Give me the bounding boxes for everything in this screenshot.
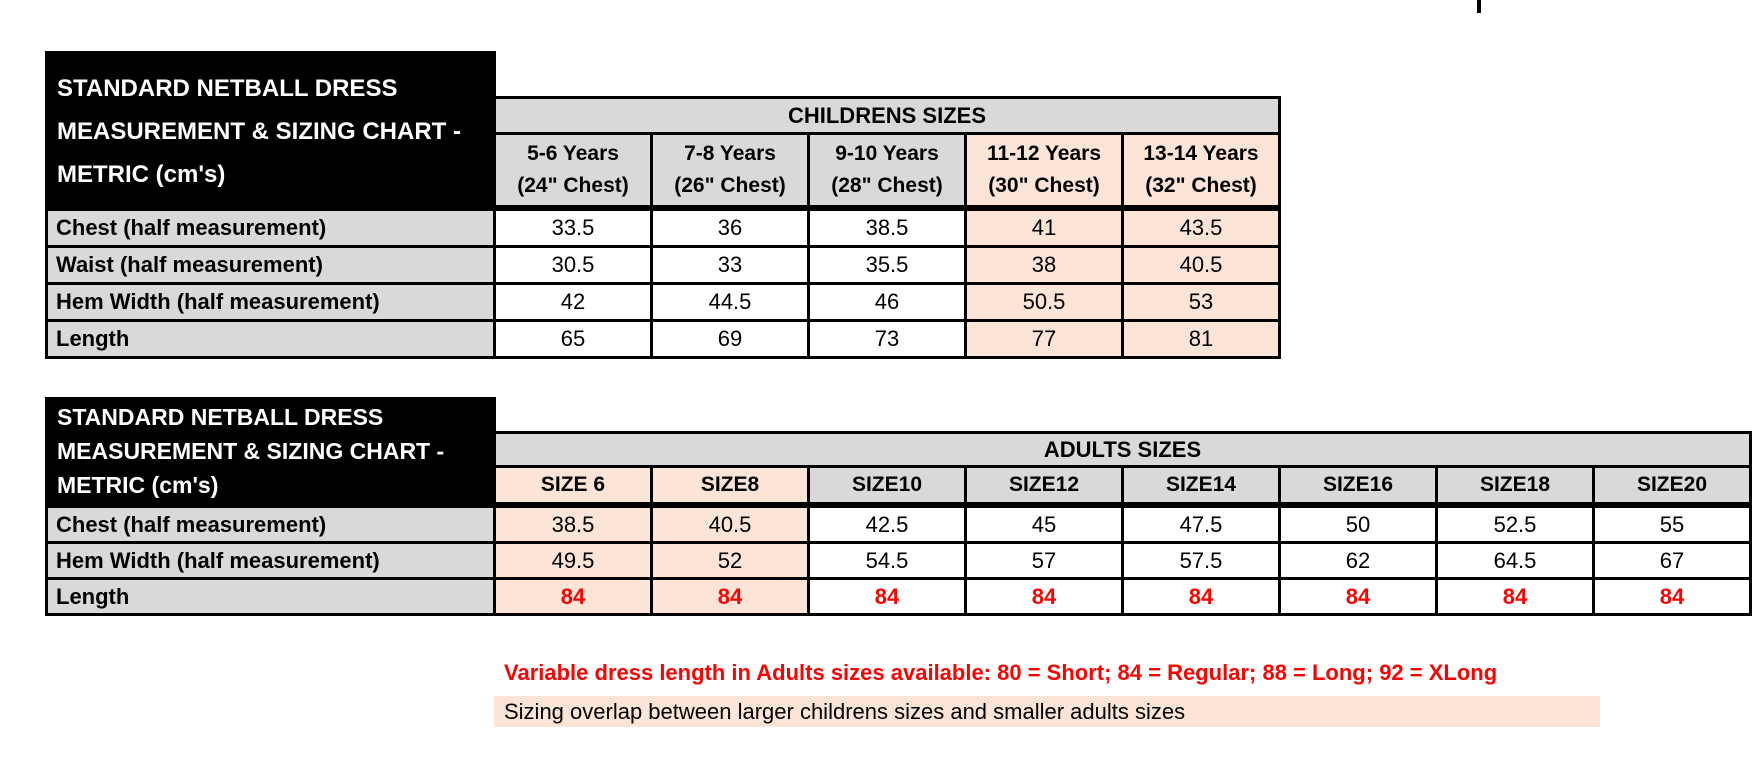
size-header: SIZE18	[1438, 468, 1592, 502]
children-table-title: STANDARD NETBALL DRESS MEASUREMENT & SIZ…	[45, 51, 496, 208]
value-cell-red: 84	[1281, 580, 1435, 613]
row-label: Waist (half measurement)	[48, 248, 493, 282]
column-header-highlighted: 13-14 Years (32" Chest)	[1124, 135, 1278, 205]
value-cell: 35.5	[810, 248, 964, 282]
value-cell: 81	[1124, 322, 1278, 356]
row-label: Length	[48, 580, 493, 613]
column-header-line2: (32" Chest)	[1145, 174, 1257, 197]
title-line: MEASUREMENT & SIZING CHART -	[57, 438, 445, 464]
value-cell: 55	[1595, 508, 1749, 541]
title-line: METRIC (cm's)	[57, 472, 219, 498]
children-table-body: Chest (half measurement) 33.5 36 38.5 41…	[45, 208, 1281, 359]
size-header-highlighted: SIZE 6	[496, 468, 650, 502]
title-line: MEASUREMENT & SIZING CHART -	[57, 118, 461, 145]
value-cell: 57.5	[1124, 544, 1278, 577]
column-header-highlighted: 11-12 Years (30" Chest)	[967, 135, 1121, 205]
value-cell: 47.5	[1124, 508, 1278, 541]
value-cell: 77	[967, 322, 1121, 356]
value-cell: 36	[653, 211, 807, 245]
adults-table-header: ADULTS SIZES SIZE 6 SIZE8 SIZE10 SIZE12 …	[493, 431, 1752, 505]
title-line: METRIC (cm's)	[57, 161, 226, 188]
value-cell: 43.5	[1124, 211, 1278, 245]
value-cell: 54.5	[810, 544, 964, 577]
value-cell: 64.5	[1438, 544, 1592, 577]
value-cell: 52	[653, 544, 807, 577]
sizing-overlap-note: Sizing overlap between larger childrens …	[494, 696, 1600, 727]
value-cell: 30.5	[496, 248, 650, 282]
value-cell: 42	[496, 285, 650, 319]
column-header-line1: 9-10 Years	[835, 142, 939, 165]
column-header-line1: 7-8 Years	[684, 142, 776, 165]
value-cell: 33	[653, 248, 807, 282]
row-label: Chest (half measurement)	[48, 211, 493, 245]
column-header: 7-8 Years (26" Chest)	[653, 135, 807, 205]
row-label: Chest (half measurement)	[48, 508, 493, 541]
size-header: SIZE10	[810, 468, 964, 502]
value-cell: 50.5	[967, 285, 1121, 319]
column-header: 9-10 Years (28" Chest)	[810, 135, 964, 205]
value-cell: 38.5	[496, 508, 650, 541]
column-header-line2: (26" Chest)	[674, 174, 786, 197]
column-header-line2: (24" Chest)	[517, 174, 629, 197]
row-label: Length	[48, 322, 493, 356]
size-header: SIZE16	[1281, 468, 1435, 502]
column-header-line2: (28" Chest)	[831, 174, 943, 197]
value-cell-red: 84	[1595, 580, 1749, 613]
value-cell: 49.5	[496, 544, 650, 577]
value-cell: 67	[1595, 544, 1749, 577]
column-header: 5-6 Years (24" Chest)	[496, 135, 650, 205]
adults-sizes-banner: ADULTS SIZES	[496, 434, 1749, 465]
value-cell: 38.5	[810, 211, 964, 245]
value-cell-red: 84	[1438, 580, 1592, 613]
adults-table-title: STANDARD NETBALL DRESS MEASUREMENT & SIZ…	[45, 397, 496, 505]
column-header-line1: 5-6 Years	[527, 142, 619, 165]
value-cell: 50	[1281, 508, 1435, 541]
value-cell-red: 84	[967, 580, 1121, 613]
variable-length-note: Variable dress length in Adults sizes av…	[504, 660, 1498, 685]
stray-mark	[1477, 0, 1481, 13]
value-cell-red: 84	[810, 580, 964, 613]
value-cell: 42.5	[810, 508, 964, 541]
title-line: STANDARD NETBALL DRESS	[57, 404, 384, 430]
row-label: Hem Width (half measurement)	[48, 285, 493, 319]
size-header: SIZE12	[967, 468, 1121, 502]
value-cell: 33.5	[496, 211, 650, 245]
value-cell: 69	[653, 322, 807, 356]
value-cell: 41	[967, 211, 1121, 245]
children-sizes-banner: CHILDRENS SIZES	[496, 99, 1278, 132]
value-cell: 65	[496, 322, 650, 356]
size-header: SIZE14	[1124, 468, 1278, 502]
value-cell: 40.5	[653, 508, 807, 541]
value-cell: 40.5	[1124, 248, 1278, 282]
size-header: SIZE20	[1595, 468, 1749, 502]
value-cell: 62	[1281, 544, 1435, 577]
title-line: STANDARD NETBALL DRESS	[57, 75, 398, 102]
size-header-highlighted: SIZE8	[653, 468, 807, 502]
value-cell: 45	[967, 508, 1121, 541]
row-label: Hem Width (half measurement)	[48, 544, 493, 577]
adults-table-body: Chest (half measurement) 38.5 40.5 42.5 …	[45, 505, 1752, 616]
value-cell-red: 84	[653, 580, 807, 613]
value-cell: 57	[967, 544, 1121, 577]
children-table-header: CHILDRENS SIZES 5-6 Years (24" Chest) 7-…	[493, 96, 1281, 208]
column-header-line2: (30" Chest)	[988, 174, 1100, 197]
value-cell: 46	[810, 285, 964, 319]
value-cell: 73	[810, 322, 964, 356]
column-header-line1: 13-14 Years	[1143, 142, 1259, 165]
value-cell: 53	[1124, 285, 1278, 319]
value-cell-red: 84	[496, 580, 650, 613]
value-cell-red: 84	[1124, 580, 1278, 613]
value-cell: 52.5	[1438, 508, 1592, 541]
value-cell: 44.5	[653, 285, 807, 319]
column-header-line1: 11-12 Years	[986, 142, 1102, 165]
value-cell: 38	[967, 248, 1121, 282]
